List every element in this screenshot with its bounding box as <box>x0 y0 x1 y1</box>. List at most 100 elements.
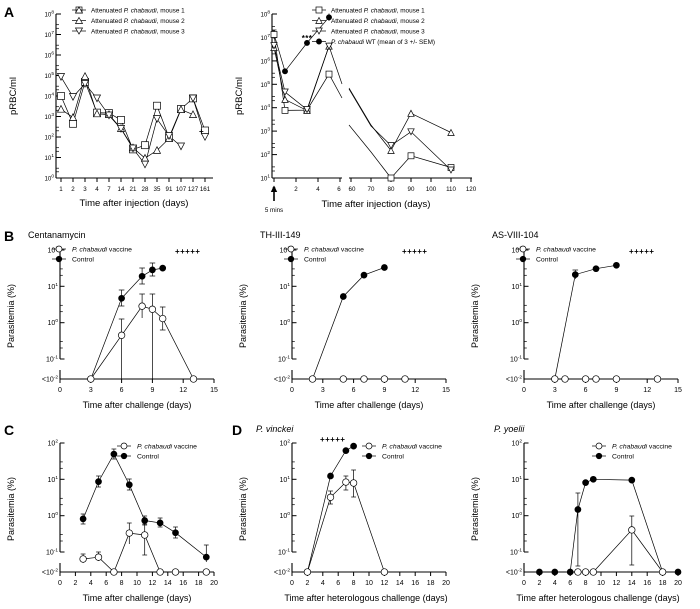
svg-text:100: 100 <box>48 511 59 520</box>
chart-d2-yticks: <10-2 10-1 100 101 102 <box>506 439 522 577</box>
chart-b3-yticks: <10-2 10-1 100 101 102 <box>506 246 522 384</box>
svg-text:1: 1 <box>59 186 63 193</box>
svg-text:12: 12 <box>643 387 651 394</box>
svg-text:<10-2: <10-2 <box>42 568 58 577</box>
svg-text:101: 101 <box>44 153 54 162</box>
svg-text:3: 3 <box>83 186 87 193</box>
svg-text:100: 100 <box>48 318 59 327</box>
svg-text:18: 18 <box>659 580 667 587</box>
svg-text:P. chabaudi vaccine: P. chabaudi vaccine <box>72 247 132 254</box>
svg-text:Control: Control <box>304 257 326 264</box>
svg-text:161: 161 <box>200 186 211 193</box>
svg-text:4: 4 <box>321 580 325 587</box>
svg-text:10-1: 10-1 <box>278 548 290 557</box>
svg-text:3: 3 <box>553 387 557 394</box>
chart-b-th-iii-149: TH-III-149 <10-2 10-1 100 101 102 Parasi… <box>238 230 450 410</box>
svg-text:3: 3 <box>89 387 93 394</box>
chart-d1-xlabel: Time after heterologous challenge (days) <box>284 593 447 603</box>
chart-b2-xticks: 0 3 6 9 12 15 <box>290 387 450 394</box>
svg-text:106: 106 <box>44 51 54 60</box>
svg-text:101: 101 <box>48 282 59 291</box>
svg-text:<10-2: <10-2 <box>506 568 522 577</box>
chart-a-right-ylabel: pRBC/ml <box>234 77 245 115</box>
chart-d2-ylabel: Parasitemia (%) <box>470 477 480 541</box>
svg-text:P. chabaudi vaccine: P. chabaudi vaccine <box>536 247 596 254</box>
svg-text:101: 101 <box>280 282 291 291</box>
svg-text:107: 107 <box>260 33 270 42</box>
svg-text:<10-2: <10-2 <box>42 375 58 384</box>
chart-d2-xlabel: Time after heterologous challenge (days) <box>516 593 679 603</box>
svg-text:10-1: 10-1 <box>510 548 522 557</box>
svg-text:100: 100 <box>512 318 523 327</box>
panel-d: D P. vinckei <10-2 10-1 100 101 102 Para… <box>232 418 700 609</box>
svg-text:2: 2 <box>294 186 298 193</box>
chart-b3-xticks: 0 3 6 9 12 15 <box>522 387 682 394</box>
svg-text:127: 127 <box>188 186 199 193</box>
svg-text:Control: Control <box>137 454 159 461</box>
svg-text:0: 0 <box>290 580 294 587</box>
chart-c-markers <box>79 450 210 576</box>
svg-text:2: 2 <box>537 580 541 587</box>
svg-text:8: 8 <box>120 580 124 587</box>
svg-text:Control: Control <box>612 454 634 461</box>
chart-d2-legend: P. chabaudi vaccine Control <box>592 442 672 461</box>
chart-a-left-xticks: 1 2 3 4 7 14 21 28 35 91 107 127 161 <box>59 186 210 193</box>
svg-text:P. chabaudi vaccine: P. chabaudi vaccine <box>382 444 442 451</box>
svg-text:103: 103 <box>44 112 54 121</box>
svg-text:101: 101 <box>280 475 291 484</box>
chart-c-yticks: <10-2 10-1 100 101 102 <box>42 439 58 577</box>
svg-text:0: 0 <box>290 387 294 394</box>
chart-b2-xlabel: Time after challenge (days) <box>315 400 424 410</box>
svg-text:4: 4 <box>316 186 320 193</box>
svg-text:12: 12 <box>179 387 187 394</box>
svg-text:12: 12 <box>149 580 157 587</box>
chart-b3-markers <box>551 261 662 383</box>
svg-text:102: 102 <box>280 439 291 448</box>
chart-d2-title: P. yoelii <box>494 424 525 434</box>
svg-text:70: 70 <box>368 186 375 193</box>
svg-text:108: 108 <box>44 10 54 19</box>
svg-text:10-1: 10-1 <box>46 355 58 364</box>
svg-text:4: 4 <box>89 580 93 587</box>
svg-text:Control: Control <box>382 454 404 461</box>
svg-text:0: 0 <box>58 580 62 587</box>
chart-b-as-viii-104: AS-VIII-104 <10-2 10-1 100 101 102 Paras… <box>470 230 682 410</box>
chart-b2-yticks: <10-2 10-1 100 101 102 <box>274 246 290 384</box>
svg-text:20: 20 <box>210 580 218 587</box>
svg-text:Attenuated P. chabaudi, mouse: Attenuated P. chabaudi, mouse 1 <box>91 8 185 15</box>
chart-b1-title: Centanamycin <box>28 230 86 240</box>
svg-text:14: 14 <box>118 186 125 193</box>
svg-text:107: 107 <box>176 186 187 193</box>
svg-text:100: 100 <box>280 318 291 327</box>
svg-text:Control: Control <box>72 257 94 264</box>
svg-text:2: 2 <box>71 186 75 193</box>
svg-text:102: 102 <box>260 150 270 159</box>
panel-c: C <10-2 10-1 100 101 102 Parasitemia (%) <box>0 418 232 609</box>
svg-text:6: 6 <box>568 580 572 587</box>
panel-b-label: B <box>4 228 15 244</box>
svg-text:15: 15 <box>210 387 218 394</box>
svg-text:12: 12 <box>381 580 389 587</box>
chart-a-right-xlabel: Time after injection (days) <box>322 199 431 210</box>
chart-a-left-legend: Attenuated P. chabaudi, mouse 1 Attenuat… <box>72 6 185 36</box>
svg-text:100: 100 <box>512 511 523 520</box>
chart-c-ylabel: Parasitemia (%) <box>6 477 16 541</box>
svg-text:120: 120 <box>466 186 477 193</box>
svg-text:12: 12 <box>411 387 419 394</box>
svg-text:110: 110 <box>446 186 456 193</box>
svg-text:6: 6 <box>584 387 588 394</box>
svg-text:10-1: 10-1 <box>278 355 290 364</box>
chart-b1-ylabel: Parasitemia (%) <box>6 284 16 348</box>
panel-b: B Centanamycin <10-2 10-1 100 101 102 Pa… <box>0 228 700 416</box>
svg-text:4: 4 <box>95 186 99 193</box>
chart-b2-significance: +++++ <box>402 247 427 256</box>
svg-text:90: 90 <box>408 186 415 193</box>
chart-b1-legend: P. chabaudi vaccine Control <box>52 245 132 264</box>
svg-text:P. chabaudi vaccine: P. chabaudi vaccine <box>137 444 197 451</box>
chart-b1-yticks: <10-2 10-1 100 101 102 <box>42 246 58 384</box>
chart-a-right: 101 102 103 104 105 106 107 108 pRBC/ml … <box>234 6 477 214</box>
chart-a-right-legend: Attenuated P. chabaudi, mouse 1 Attenuat… <box>312 6 435 46</box>
svg-text:7: 7 <box>107 186 111 193</box>
svg-text:105: 105 <box>44 71 54 80</box>
